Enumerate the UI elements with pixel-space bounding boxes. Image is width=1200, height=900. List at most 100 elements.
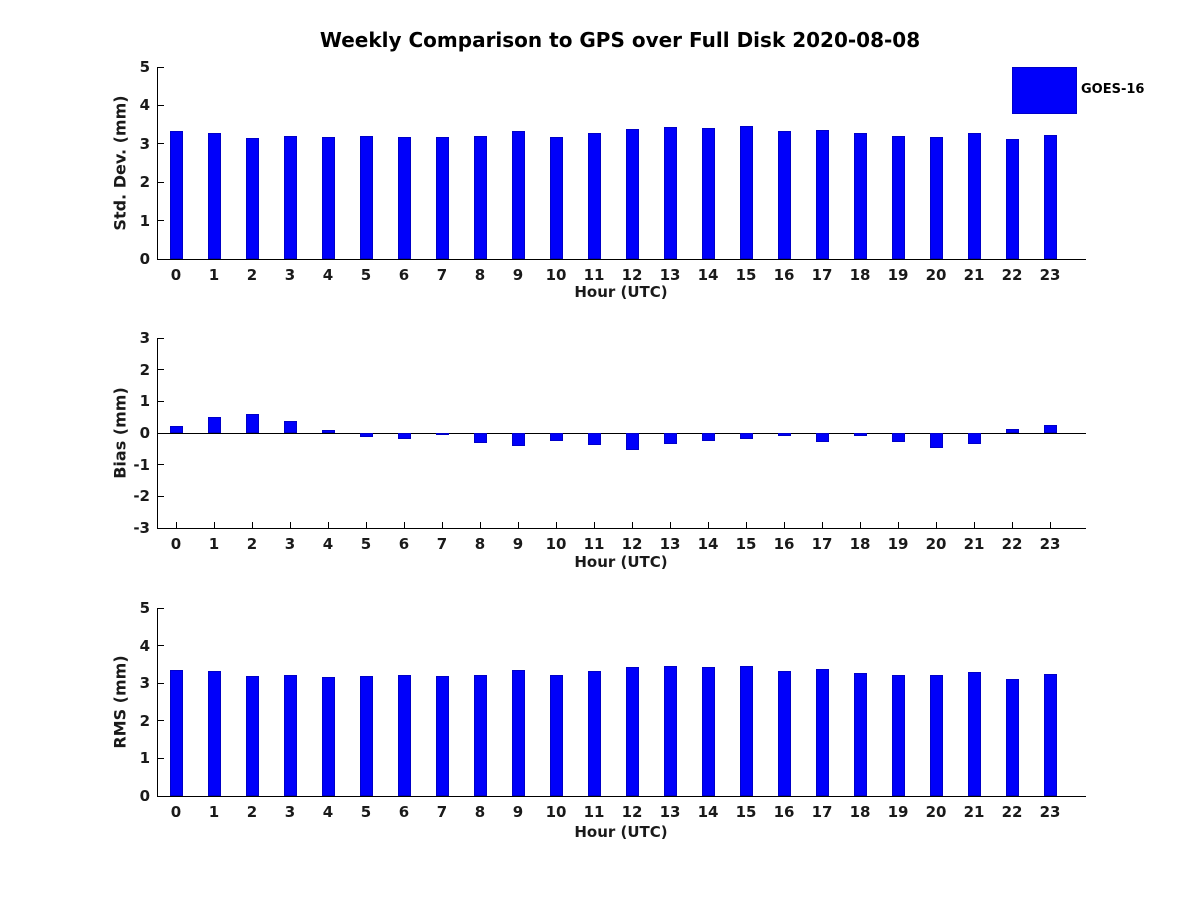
- x-tick-label: 11: [583, 535, 605, 553]
- x-tick-label: 13: [659, 535, 681, 553]
- x-tick-label: 4: [322, 266, 334, 284]
- y-tick-mark: [158, 143, 164, 145]
- y-tick-label: 4: [139, 96, 150, 115]
- x-tick-label: 17: [811, 803, 833, 821]
- bar-hour-6: [397, 674, 411, 796]
- bar-hour-11: [587, 132, 601, 259]
- x-tick-label: 1: [208, 803, 220, 821]
- x-tick-label: 20: [925, 803, 947, 821]
- bar-hour-20: [929, 674, 943, 796]
- y-tick-mark: [158, 795, 164, 797]
- y-tick-label: -2: [133, 487, 150, 506]
- subplot-rms: 0 1 2 3 4 5 0 1 2 3 4 5 6 7 8 9 10 11 12 13 14 15 16 17 18 19 20 21…: [140, 599, 1086, 821]
- x-tick-label: 23: [1039, 803, 1061, 821]
- subplot-stddev: 0 1 2 3 4 5 0 1 2 3 4 5 6 7 8 9 10 11 12 13 14 15 16 17 18 19 20 21…: [140, 58, 1086, 284]
- x-tick-mark: [1012, 522, 1013, 528]
- x-tick-label: 5: [360, 266, 372, 284]
- y-tick-label: 5: [139, 599, 150, 617]
- y-tick-mark: [158, 495, 164, 497]
- y-tick-mark: [158, 400, 164, 402]
- bar-hour-21: [967, 671, 981, 796]
- x-tick-mark: [1050, 522, 1051, 528]
- legend-label-goes16: GOES-16: [1081, 82, 1145, 97]
- x-tick-label: 12: [621, 535, 643, 553]
- y-tick-label: 0: [139, 424, 150, 442]
- bar-hour-1: [207, 132, 221, 259]
- x-tick-label: 13: [659, 266, 681, 284]
- x-tick-label: 21: [963, 803, 985, 821]
- bar-hour-3: [283, 135, 297, 259]
- x-tick-label: 14: [697, 803, 719, 821]
- x-tick-mark: [594, 522, 595, 528]
- x-tick-label: 1: [208, 266, 220, 284]
- x-tick-label: 2: [246, 803, 258, 821]
- bar-hour-19: [891, 674, 905, 796]
- y-tick-label: 0: [139, 250, 150, 268]
- bar-hour-22: [1005, 139, 1019, 259]
- x-tick-mark: [518, 522, 519, 528]
- x-tick-mark: [404, 522, 405, 528]
- chart-title: Weekly Comparison to GPS over Full Disk …: [319, 28, 921, 52]
- y-tick-label: 1: [139, 749, 150, 768]
- x-tick-label: 7: [436, 803, 448, 821]
- x-tick-mark: [898, 522, 899, 528]
- x-tick-mark: [708, 522, 709, 528]
- y-tick-mark: [158, 757, 164, 759]
- bar-hour-19: [891, 433, 905, 442]
- x-tick-label: 6: [398, 803, 410, 821]
- bar-hour-0: [169, 425, 183, 433]
- bar-hour-14: [701, 666, 715, 796]
- x-tick-label: 22: [1001, 803, 1023, 821]
- x-tick-label: 8: [474, 535, 486, 553]
- x-tick-label: 20: [925, 266, 947, 284]
- bar-hour-16: [777, 670, 791, 796]
- bar-hour-15: [739, 126, 753, 259]
- x-tick-label: 10: [545, 266, 567, 284]
- bar-hour-23: [1043, 673, 1057, 796]
- x-tick-mark: [556, 522, 557, 528]
- x-tick-label: 5: [360, 535, 372, 553]
- y-tick-label: 3: [139, 134, 150, 153]
- x-tick-label: 8: [474, 803, 486, 821]
- bar-hour-2: [245, 138, 259, 259]
- x-tick-mark: [252, 522, 253, 528]
- bar-hour-0: [169, 670, 183, 796]
- x-tick-label: 1: [208, 535, 220, 553]
- y-tick-label: -1: [133, 455, 150, 474]
- x-tick-mark: [366, 522, 367, 528]
- x-tick-mark: [480, 522, 481, 528]
- x-tick-mark: [746, 522, 747, 528]
- y-tick-label: 2: [139, 711, 150, 730]
- bar-hour-23: [1043, 424, 1057, 433]
- x-tick-label: 17: [811, 266, 833, 284]
- y-tick-label: 4: [139, 636, 150, 655]
- x-tick-label: 19: [887, 535, 909, 553]
- bar-hour-18: [853, 673, 867, 796]
- x-tick-label: 2: [246, 535, 258, 553]
- y-tick-label: 1: [139, 211, 150, 230]
- bar-hour-13: [663, 665, 677, 796]
- bar-hour-12: [625, 129, 639, 259]
- bar-hour-4: [321, 676, 335, 796]
- bar-hour-17: [815, 129, 829, 259]
- x-axis-label-stddev: Hour (UTC): [574, 283, 668, 301]
- x-tick-label: 19: [887, 266, 909, 284]
- bar-hour-15: [739, 433, 753, 440]
- x-tick-label: 11: [583, 266, 605, 284]
- x-tick-label: 21: [963, 535, 985, 553]
- x-tick-label: 17: [811, 535, 833, 553]
- y-tick-mark: [158, 66, 164, 68]
- bar-hour-8: [473, 136, 487, 259]
- y-tick-label: 1: [139, 392, 150, 411]
- x-tick-label: 3: [284, 266, 296, 284]
- x-tick-label: 14: [697, 535, 719, 553]
- x-tick-label: 10: [545, 535, 567, 553]
- x-tick-label: 22: [1001, 535, 1023, 553]
- y-tick-mark: [158, 682, 164, 684]
- x-tick-label: 15: [735, 803, 757, 821]
- x-tick-mark: [176, 522, 177, 528]
- bar-hour-6: [397, 433, 411, 439]
- x-tick-label: 0: [170, 803, 182, 821]
- x-tick-label: 18: [849, 803, 871, 821]
- x-tick-label: 9: [512, 535, 524, 553]
